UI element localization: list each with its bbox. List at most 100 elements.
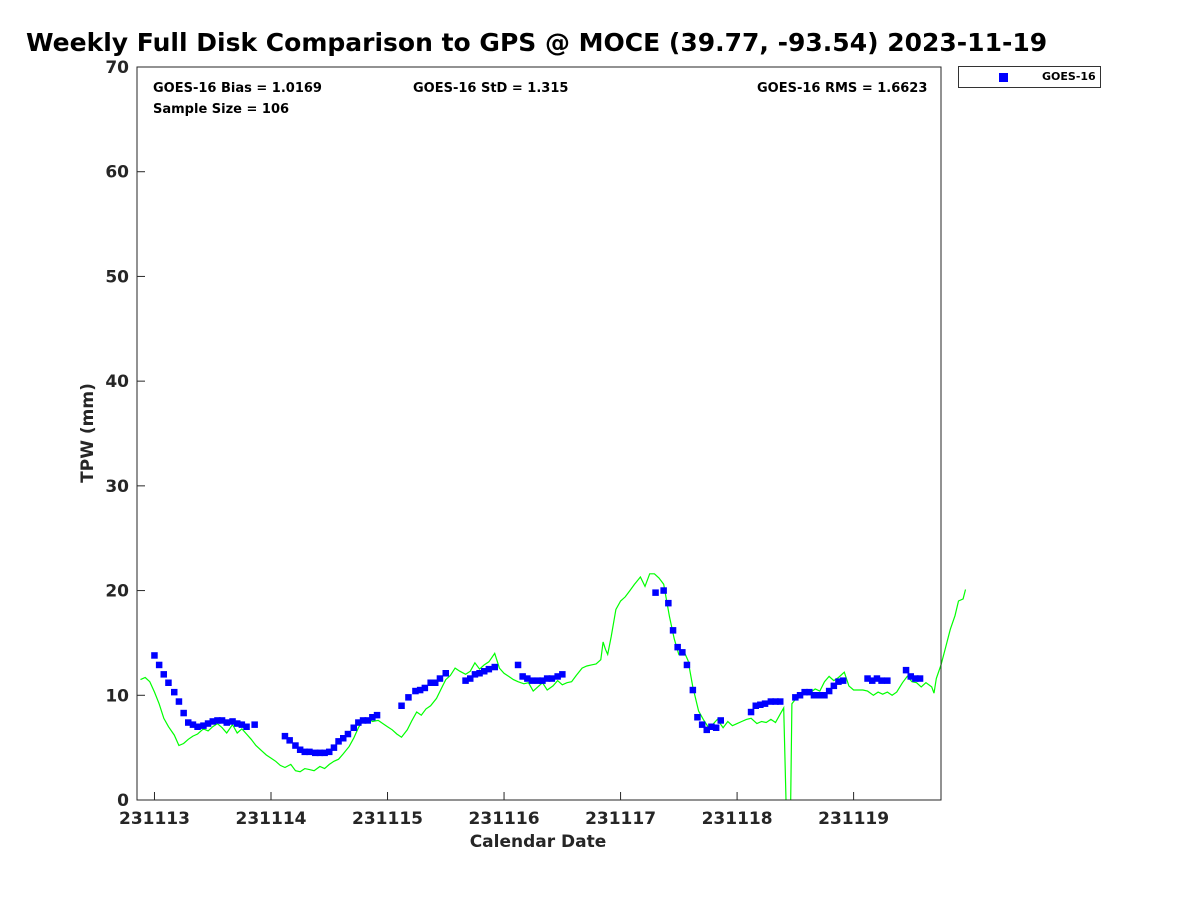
goes16-point bbox=[777, 698, 784, 705]
goes16-point bbox=[806, 688, 813, 696]
y-tick-label: 70 bbox=[105, 58, 129, 78]
goes16-point bbox=[761, 700, 769, 707]
rms-stat: GOES-16 RMS = 1.6623 bbox=[757, 81, 927, 96]
goes16-point bbox=[752, 702, 759, 709]
goes16-point bbox=[467, 675, 474, 682]
goes16-point bbox=[491, 663, 498, 671]
goes16-point bbox=[330, 744, 338, 751]
goes16-point bbox=[476, 670, 483, 677]
goes16-point bbox=[884, 677, 891, 684]
goes16-point bbox=[747, 708, 755, 716]
std-stat: GOES-16 StD = 1.315 bbox=[413, 81, 568, 96]
goes16-point bbox=[462, 677, 469, 684]
x-tick-labels: 231113 231114 231115 231116 231117 231118 2311… bbox=[119, 809, 889, 829]
goes16-point bbox=[432, 679, 439, 686]
goes16-point bbox=[912, 675, 919, 682]
chart-title: Weekly Full Disk Comparison to GPS @ MOC… bbox=[26, 28, 1048, 57]
goes16-point bbox=[539, 677, 546, 684]
goes16-point bbox=[229, 718, 236, 725]
goes16-point bbox=[839, 677, 847, 684]
goes16-point bbox=[194, 723, 201, 730]
goes16-point bbox=[708, 723, 715, 730]
gps-line bbox=[790, 589, 967, 801]
goes16-point bbox=[436, 675, 444, 682]
goes16-point bbox=[481, 668, 488, 675]
goes16-point bbox=[767, 698, 775, 705]
goes16-point bbox=[189, 721, 197, 728]
x-tick-label: 231115 bbox=[352, 809, 423, 829]
goes16-point bbox=[340, 735, 347, 742]
y-tick-label: 20 bbox=[105, 582, 129, 602]
bias-stat: GOES-16 Bias = 1.0169 bbox=[153, 81, 322, 96]
goes16-point bbox=[669, 627, 677, 634]
goes16-point bbox=[301, 748, 308, 756]
goes16-point bbox=[772, 698, 779, 705]
gps-line bbox=[140, 573, 787, 801]
goes16-point bbox=[312, 749, 319, 757]
goes16-point bbox=[421, 684, 429, 692]
goes16-point bbox=[801, 688, 808, 696]
goes16-point bbox=[209, 718, 216, 725]
legend: GOES-16 bbox=[958, 66, 1101, 88]
goes16-point bbox=[292, 742, 299, 749]
goes16-point bbox=[907, 673, 914, 680]
goes16-point bbox=[204, 720, 212, 727]
goes16-point bbox=[698, 721, 706, 728]
y-axis-label: TPW (mm) bbox=[78, 383, 98, 483]
goes16-point bbox=[373, 711, 381, 719]
goes16-point bbox=[223, 719, 230, 726]
y-tick-label: 30 bbox=[105, 477, 129, 497]
goes16-point bbox=[519, 673, 526, 680]
goes16-point bbox=[712, 724, 720, 731]
goes16-point bbox=[559, 671, 566, 678]
goes16-point bbox=[355, 719, 362, 726]
goes16-point bbox=[683, 661, 691, 669]
x-axis-label: Calendar Date bbox=[470, 832, 607, 852]
goes16-point bbox=[810, 692, 818, 699]
goes16-point bbox=[412, 687, 419, 695]
y-tick-label: 10 bbox=[105, 686, 129, 706]
goes16-point bbox=[703, 726, 710, 734]
plot-frame bbox=[136, 66, 942, 801]
goes16-point bbox=[825, 687, 833, 695]
goes16-point bbox=[281, 732, 289, 740]
y-tick-labels: 0 10 20 30 40 50 60 70 bbox=[105, 58, 129, 811]
goes16-point bbox=[471, 671, 479, 678]
goes16-point bbox=[243, 723, 250, 730]
goes16-point bbox=[674, 643, 681, 651]
x-tick-label: 231116 bbox=[469, 809, 540, 829]
goes16-point bbox=[200, 722, 207, 729]
axis-ticks bbox=[137, 66, 855, 801]
goes16-point bbox=[878, 677, 885, 684]
goes16-point bbox=[251, 721, 258, 728]
goes16-point bbox=[821, 692, 828, 699]
goes16-point bbox=[234, 720, 241, 727]
goes16-point bbox=[296, 746, 304, 753]
goes16-point bbox=[717, 717, 724, 724]
goes16-point bbox=[364, 717, 371, 724]
goes16-point bbox=[534, 677, 542, 684]
goes16-point bbox=[689, 686, 697, 694]
goes16-point bbox=[916, 675, 924, 682]
y-tick-label: 0 bbox=[117, 791, 129, 811]
goes16-point bbox=[835, 678, 842, 685]
goes16-point bbox=[679, 649, 686, 656]
goes16-point bbox=[873, 675, 881, 682]
goes16-point bbox=[830, 682, 838, 690]
goes16-point bbox=[796, 692, 804, 699]
goes16-point bbox=[286, 737, 293, 744]
goes16-point bbox=[398, 702, 405, 709]
goes16-point bbox=[902, 666, 910, 674]
x-tick-label: 231117 bbox=[585, 809, 656, 829]
goes16-point bbox=[171, 688, 178, 696]
goes16-point bbox=[344, 730, 352, 738]
goes16-point bbox=[185, 719, 192, 726]
goes16-point bbox=[238, 721, 246, 728]
goes16-point bbox=[335, 738, 342, 745]
x-tick-label: 231114 bbox=[236, 809, 307, 829]
sample-size-stat: Sample Size = 106 bbox=[153, 102, 289, 117]
goes16-point bbox=[175, 698, 183, 705]
goes16-point bbox=[442, 670, 449, 677]
goes16-point bbox=[316, 749, 324, 757]
